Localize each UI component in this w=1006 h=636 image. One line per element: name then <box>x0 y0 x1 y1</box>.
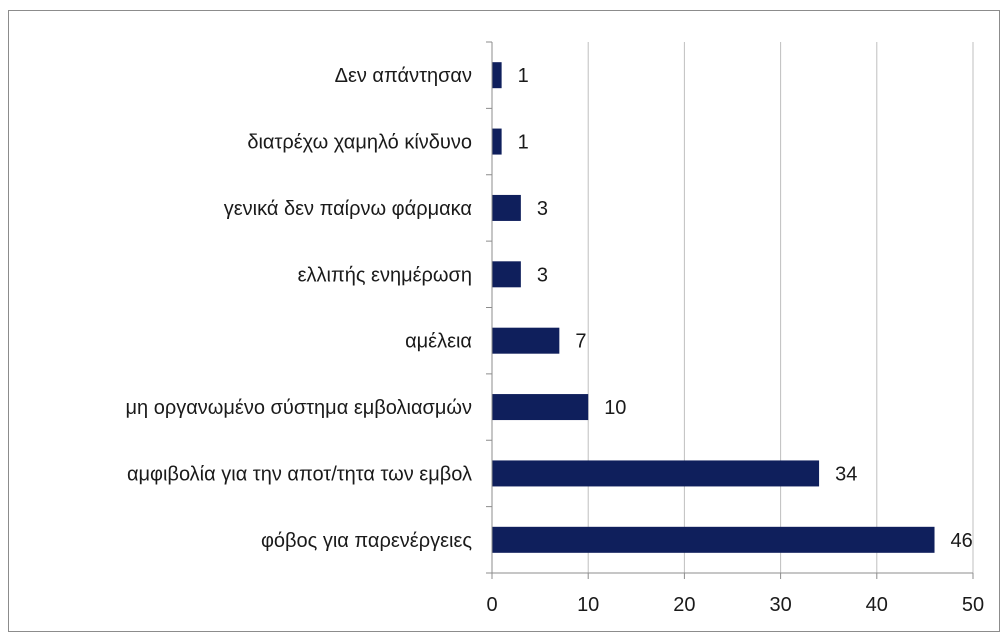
data-label-7: 46 <box>951 530 973 552</box>
x-tick-label-20: 20 <box>673 594 695 616</box>
bar-1 <box>492 128 502 155</box>
category-label-2: γενικά δεν παίρνω φάρμακα <box>224 198 472 220</box>
x-tick-label-40: 40 <box>866 594 888 616</box>
category-label-0: Δεν απάντησαν <box>335 65 472 87</box>
bar-6 <box>492 460 820 487</box>
grid-lines <box>587 42 974 573</box>
data-label-2: 3 <box>537 198 548 220</box>
data-label-1: 1 <box>518 132 529 154</box>
x-tick-label-0: 0 <box>486 594 497 616</box>
category-label-4: αμέλεια <box>405 331 472 353</box>
bars <box>492 62 935 553</box>
bar-0 <box>492 62 502 89</box>
category-label-5: μη οργανωμένο σύστημα εμβολιασμών <box>126 397 472 419</box>
category-label-1: διατρέχω χαμηλό κίνδυνο <box>247 132 472 154</box>
x-tick-label-30: 30 <box>769 594 791 616</box>
data-label-6: 34 <box>835 463 857 485</box>
data-label-4: 7 <box>575 331 586 353</box>
labels: 0 10 20 30 40 50 Δεν απάντησαν 1 διατρέχω χαμηλό… <box>126 65 985 616</box>
bar-7 <box>492 526 935 553</box>
bar-3 <box>492 261 521 288</box>
bar-4 <box>492 327 560 354</box>
category-label-3: ελλιπής ενημέρωση <box>298 264 472 286</box>
data-label-3: 3 <box>537 264 548 286</box>
bar-5 <box>492 394 589 421</box>
category-label-7: φόβος για παρενέργειες <box>261 530 472 552</box>
data-label-5: 10 <box>604 397 626 419</box>
x-tick-label-50: 50 <box>962 594 984 616</box>
axes <box>486 41 974 579</box>
category-label-6: αμφιβολία για την αποτ/τητα των εμβολ <box>127 463 472 485</box>
bar-2 <box>492 194 521 221</box>
x-tick-label-10: 10 <box>577 594 599 616</box>
data-label-0: 1 <box>518 65 529 87</box>
